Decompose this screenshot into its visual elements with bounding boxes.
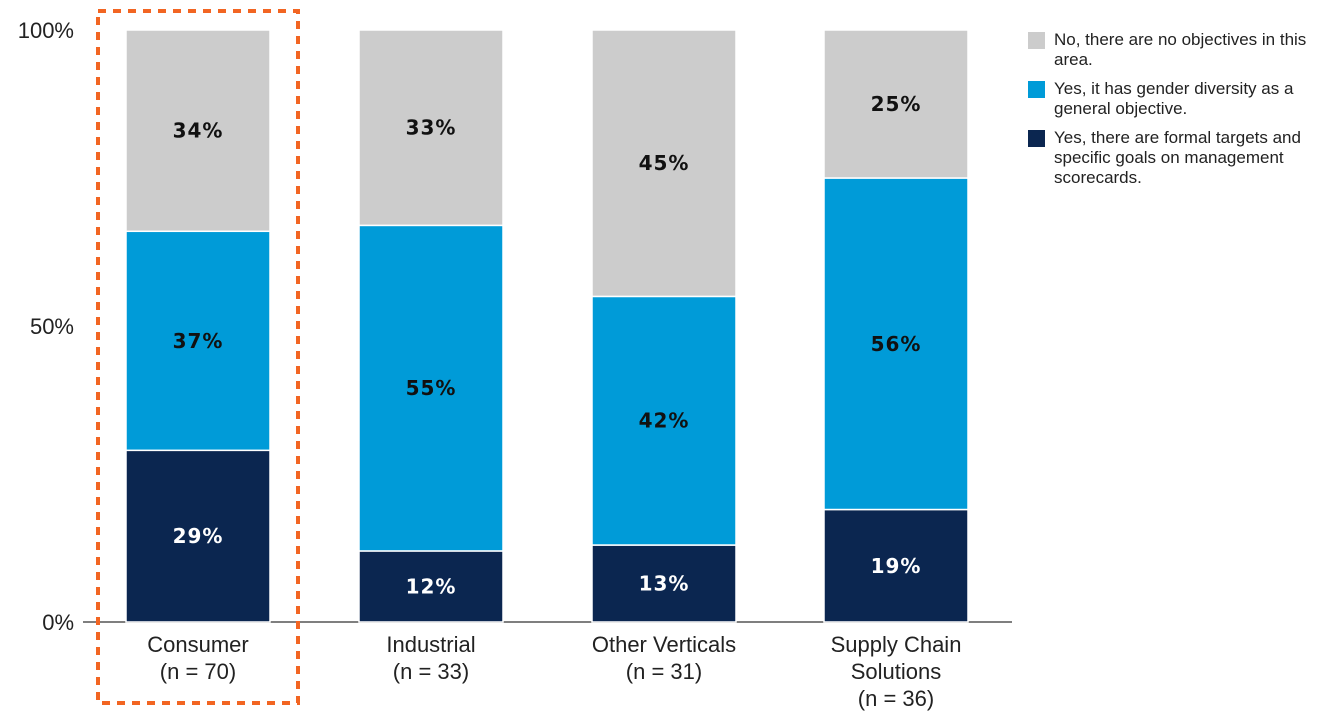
bar-segment — [591, 544, 737, 623]
data-label: 19% — [871, 554, 922, 578]
bar-segment — [358, 550, 504, 623]
bar-segment — [125, 230, 271, 452]
bar-segment — [358, 29, 504, 227]
legend: No, there are no objectives in this area… — [1028, 30, 1328, 197]
legend-label: Yes, there are formal targets and specif… — [1054, 128, 1301, 187]
data-label: 34% — [173, 119, 224, 143]
bar-segment — [823, 508, 969, 623]
legend-swatch — [1028, 81, 1045, 98]
stacked-bar-chart: 0% 50% 100% 29% 37% 34% Consumer (n = 70) 12% 55%… — [18, 9, 1012, 711]
legend-label: Yes, it has gender diversity as a genera… — [1054, 79, 1294, 118]
bar-group: 12% 55% 33% — [358, 29, 504, 623]
data-label: 25% — [871, 92, 922, 116]
legend-label: No, there are no objectives in this area… — [1054, 30, 1307, 69]
y-tick-label: 100% — [18, 18, 74, 43]
bar-group: 19% 56% 25% — [823, 29, 969, 623]
legend-item: Yes, there are formal targets and specif… — [1028, 128, 1328, 188]
legend-item: Yes, it has gender diversity as a genera… — [1028, 79, 1328, 119]
bar-segment — [358, 224, 504, 552]
legend-item: No, there are no objectives in this area… — [1028, 30, 1328, 70]
bar-group: 13% 42% 45% — [591, 29, 737, 623]
category-label-line: Industrial — [386, 632, 475, 657]
highlight-box — [96, 9, 300, 705]
data-label: 13% — [639, 572, 690, 596]
category-label-line: Supply Chain — [831, 632, 962, 657]
bar-segment — [823, 177, 969, 511]
legend-swatch — [1028, 32, 1045, 49]
y-tick-label: 0% — [42, 610, 74, 635]
legend-swatch — [1028, 130, 1045, 147]
data-label: 45% — [639, 151, 690, 175]
category-label-line: (n = 70) — [160, 659, 236, 684]
category-label-line: Other Verticals — [592, 632, 736, 657]
category-label-line: Consumer — [147, 632, 248, 657]
bar-segment — [125, 449, 271, 623]
bar-segment — [823, 29, 969, 179]
category-label: Industrial (n = 33) — [386, 632, 475, 684]
data-label: 56% — [871, 332, 922, 356]
data-label: 33% — [406, 116, 457, 140]
data-label: 42% — [639, 409, 690, 433]
bar-segment — [125, 29, 271, 233]
bar-segment — [591, 295, 737, 546]
category-label-line: (n = 31) — [626, 659, 702, 684]
data-label: 12% — [406, 574, 457, 598]
data-label: 37% — [173, 329, 224, 353]
category-label-line: (n = 36) — [858, 686, 934, 711]
y-tick-label: 50% — [30, 314, 74, 339]
category-label: Other Verticals (n = 31) — [592, 632, 736, 684]
bar-group: 29% 37% 34% — [125, 29, 271, 623]
category-label: Supply Chain Solutions (n = 36) — [831, 632, 962, 711]
category-label-line: Solutions — [851, 659, 942, 684]
bar-segment — [591, 29, 737, 298]
data-label: 29% — [173, 524, 224, 548]
category-label-line: (n = 33) — [393, 659, 469, 684]
category-label: Consumer (n = 70) — [147, 632, 248, 684]
data-label: 55% — [406, 376, 457, 400]
